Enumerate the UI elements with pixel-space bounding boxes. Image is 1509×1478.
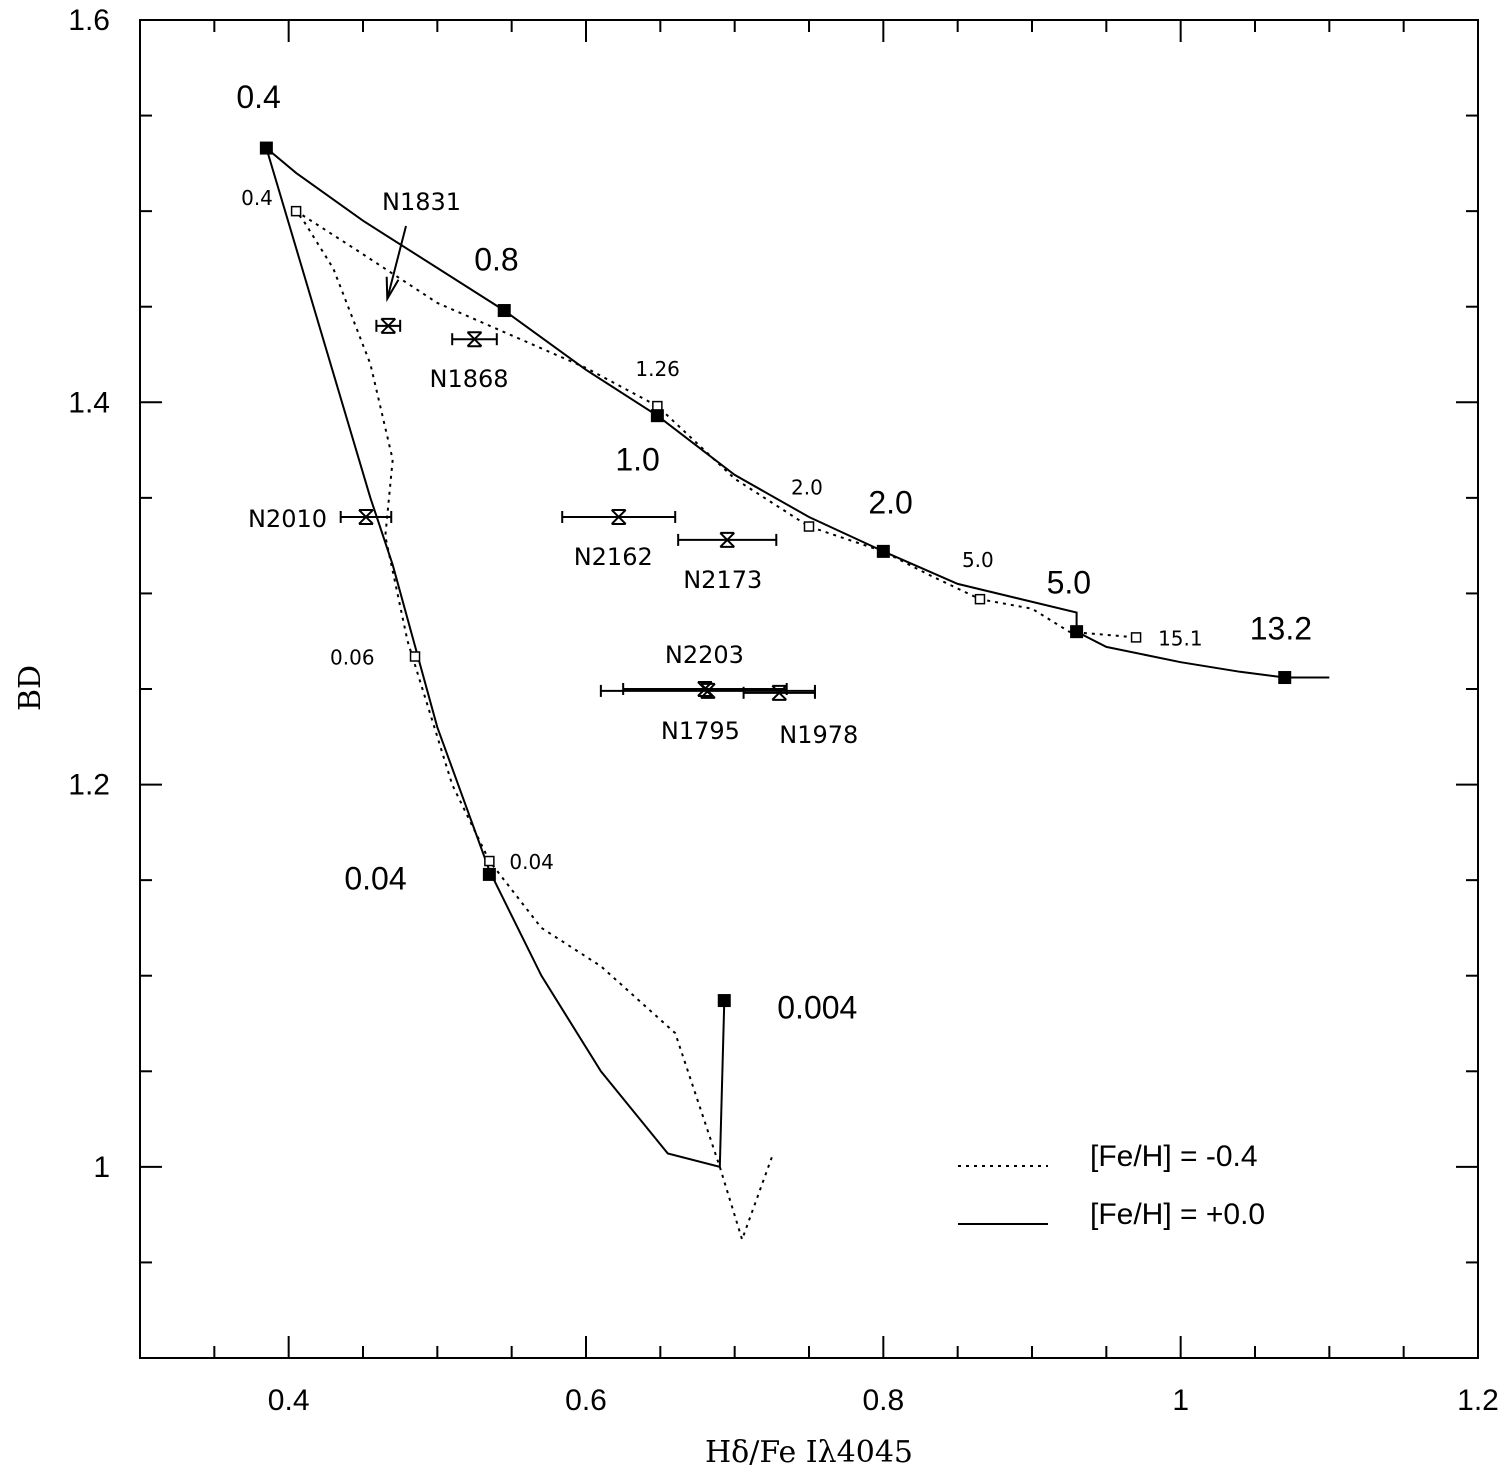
- cluster-label: N1978: [779, 721, 858, 749]
- cluster-label: N1868: [430, 365, 509, 393]
- age-label: 0.8: [474, 242, 518, 278]
- x-tick-label: 1.2: [1457, 1384, 1499, 1417]
- legend-label-solid: [Fe/H] = +0.0: [1090, 1198, 1265, 1231]
- age-label: 0.4: [236, 79, 280, 115]
- plot-frame: [139, 19, 1479, 1359]
- age-label: 15.1: [1158, 626, 1203, 650]
- age-label: 2.0: [791, 476, 823, 500]
- cluster-label: N2010: [248, 505, 327, 533]
- labels-layer: 0.4 1.26 2.0 5.0 15.1 0.06 0.04 0.4 0.8 1.0 2.0 5.0…: [236, 79, 1312, 1025]
- cluster-marker: [358, 508, 374, 525]
- age-label: 0.004: [777, 990, 857, 1026]
- cluster-marker: [719, 531, 735, 548]
- filled-square-marker: [259, 141, 273, 155]
- cluster-marker: [610, 508, 627, 525]
- cluster-marker: [380, 317, 396, 334]
- filled-square-marker: [1070, 625, 1084, 639]
- x-axis-title: Hδ/Fe Iλ4045: [705, 1435, 913, 1470]
- cluster-marker: [771, 684, 787, 701]
- clusters-layer: N1868 N2010 N2162 N2173 N2203 N1795 N1978: [248, 317, 858, 749]
- filled-square-marker: [717, 994, 731, 1008]
- y-tick-label: 1.2: [68, 769, 110, 802]
- cluster-label: N1795: [661, 717, 740, 745]
- filled-square-marker: [497, 304, 511, 318]
- y-tick-label: 1.4: [68, 386, 110, 419]
- open-square-marker: [803, 521, 815, 532]
- cluster-label: N2162: [574, 543, 653, 571]
- open-square-marker: [290, 205, 302, 217]
- annotation-arrowhead: [385, 276, 400, 303]
- x-tick-label: 0.4: [268, 1384, 310, 1417]
- open-square-marker: [1130, 632, 1142, 643]
- filled-square-marker: [650, 409, 664, 423]
- filled-square-marker: [1278, 671, 1292, 685]
- age-label: 2.0: [868, 484, 912, 520]
- y-axis-title: BD: [13, 665, 48, 711]
- age-label: 0.04: [344, 860, 406, 896]
- open-square-marker: [409, 651, 421, 662]
- age-label: 1.26: [635, 357, 680, 381]
- cluster-label: N2173: [683, 566, 762, 594]
- age-label: 1.0: [615, 442, 659, 478]
- y-tick-label: 1.6: [68, 4, 110, 37]
- legend: [Fe/H] = -0.4 [Fe/H] = +0.0: [958, 1140, 1265, 1231]
- annotation-arrow: [386, 225, 407, 299]
- age-label: 0.06: [330, 646, 375, 670]
- age-label: 5.0: [962, 548, 994, 572]
- filled-square-marker: [876, 544, 890, 558]
- axis-ticks: 0.4 0.6 0.8 1 1.2 1 1.2 1.4 1.6: [68, 4, 1499, 1417]
- age-label: 0.4: [241, 186, 273, 210]
- filled-square-marker: [482, 867, 496, 881]
- x-tick-label: 1: [1172, 1384, 1189, 1417]
- markers-layer: [259, 141, 1292, 1008]
- x-tick-label: 0.8: [862, 1384, 904, 1417]
- legend-label-dotted: [Fe/H] = -0.4: [1090, 1140, 1258, 1173]
- age-label: 5.0: [1047, 565, 1091, 601]
- series-line-feh-00: [264, 145, 1330, 1169]
- cluster-marker: [466, 331, 483, 348]
- open-square-marker: [974, 593, 986, 605]
- y-tick-label: 1: [93, 1151, 110, 1184]
- cluster-label: N2203: [665, 641, 744, 669]
- cluster-label: N1831: [382, 188, 461, 216]
- open-square-marker: [484, 855, 495, 867]
- cluster-marker: [700, 682, 716, 699]
- age-label: 13.2: [1250, 611, 1312, 647]
- x-tick-label: 0.6: [565, 1384, 607, 1417]
- age-label: 0.04: [509, 850, 554, 874]
